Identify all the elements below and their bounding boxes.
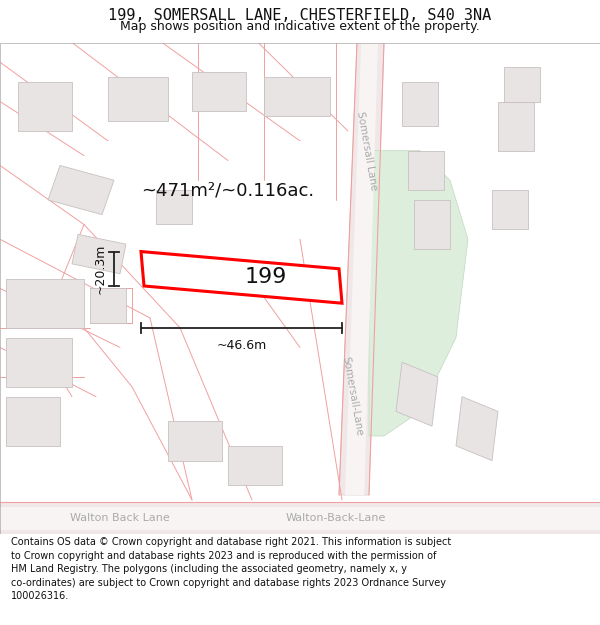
Text: Somersall Lane: Somersall Lane (355, 111, 379, 191)
Text: Somersall-Lane: Somersall-Lane (341, 356, 365, 437)
Polygon shape (141, 251, 342, 303)
Polygon shape (396, 362, 438, 426)
Polygon shape (0, 503, 600, 534)
Polygon shape (6, 397, 60, 446)
Text: ~471m²/~0.116ac.: ~471m²/~0.116ac. (142, 181, 314, 199)
Polygon shape (6, 338, 72, 387)
Polygon shape (192, 72, 246, 111)
Polygon shape (0, 508, 600, 531)
Text: Walton Back Lane: Walton Back Lane (70, 513, 170, 523)
Text: Map shows position and indicative extent of the property.: Map shows position and indicative extent… (120, 20, 480, 33)
Polygon shape (18, 82, 72, 131)
Polygon shape (156, 190, 192, 224)
Polygon shape (402, 82, 438, 126)
Polygon shape (414, 200, 450, 249)
Polygon shape (90, 289, 126, 323)
Polygon shape (339, 42, 384, 495)
Polygon shape (168, 421, 222, 461)
Text: 199: 199 (244, 268, 287, 288)
Polygon shape (264, 77, 330, 116)
Polygon shape (108, 77, 168, 121)
Text: Contains OS data © Crown copyright and database right 2021. This information is : Contains OS data © Crown copyright and d… (11, 537, 451, 601)
Polygon shape (369, 151, 468, 436)
Polygon shape (48, 166, 114, 214)
Polygon shape (72, 234, 126, 274)
Polygon shape (6, 279, 84, 328)
Polygon shape (228, 446, 282, 485)
Polygon shape (492, 190, 528, 229)
Text: Walton-Back-Lane: Walton-Back-Lane (286, 513, 386, 523)
Text: ~46.6m: ~46.6m (217, 339, 266, 352)
Polygon shape (408, 151, 444, 190)
Text: ~20.3m: ~20.3m (94, 244, 107, 294)
Text: 199, SOMERSALL LANE, CHESTERFIELD, S40 3NA: 199, SOMERSALL LANE, CHESTERFIELD, S40 3… (109, 9, 491, 24)
Polygon shape (456, 397, 498, 461)
Polygon shape (345, 42, 378, 495)
Polygon shape (498, 101, 534, 151)
Polygon shape (504, 67, 540, 101)
